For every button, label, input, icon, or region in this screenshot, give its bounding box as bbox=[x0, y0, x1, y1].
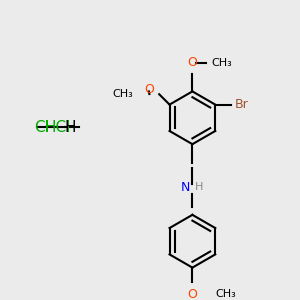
Text: CH₃: CH₃ bbox=[215, 289, 236, 298]
Text: Cl: Cl bbox=[34, 120, 49, 135]
Text: O: O bbox=[188, 56, 197, 69]
Text: O: O bbox=[145, 83, 154, 96]
Text: H: H bbox=[64, 120, 76, 135]
Text: N: N bbox=[181, 181, 190, 194]
Text: O: O bbox=[188, 288, 197, 300]
Text: HCl: HCl bbox=[44, 120, 71, 135]
Text: CH₃: CH₃ bbox=[212, 58, 232, 68]
Text: H: H bbox=[195, 182, 204, 192]
Text: Br: Br bbox=[234, 98, 248, 111]
Text: CH₃: CH₃ bbox=[112, 89, 134, 99]
